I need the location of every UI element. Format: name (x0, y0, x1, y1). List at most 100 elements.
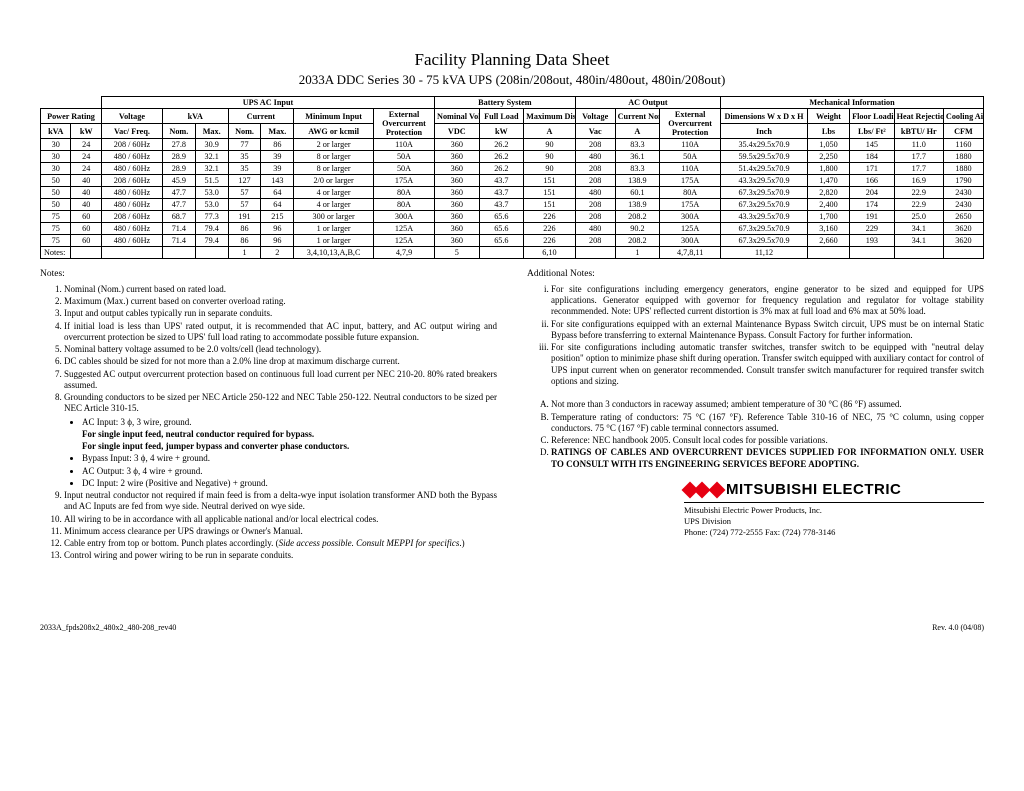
brand-block: MITSUBISHI ELECTRIC Mitsubishi Electric … (684, 481, 984, 538)
table-cell: 1,050 (807, 139, 849, 151)
notes-ref-row: Notes:123,4,10,13,A,B,C4,7,956,1014,7,8,… (41, 247, 984, 259)
table-cell: 32.1 (195, 151, 228, 163)
note-item: For site configurations including emerge… (551, 284, 984, 318)
footer-left: 2033A_fpds208x2_480x2_480-208_rev40 (40, 623, 176, 632)
table-cell: 90 (524, 163, 576, 175)
note-item: For site configurations including automa… (551, 342, 984, 387)
table-cell: 39 (261, 151, 294, 163)
col-header: Power Rating (41, 109, 102, 124)
col-header: Maximum Discharge (524, 109, 576, 124)
table-cell: 5 (435, 247, 480, 259)
table-cell: 77 (228, 139, 261, 151)
table-cell: 50A (373, 151, 434, 163)
col-header: Max. (261, 124, 294, 139)
note-item: Suggested AC output overcurrent protecti… (64, 369, 497, 392)
table-cell: 32.1 (195, 163, 228, 175)
table-cell: 1,470 (807, 175, 849, 187)
table-cell: 43.7 (479, 199, 524, 211)
table-cell: 300A (660, 211, 721, 223)
col-header: Cooling Air (943, 109, 983, 124)
col-header: Minimum Input (294, 109, 374, 124)
sub-bullet: Bypass Input: 3 ϕ, 4 wire + ground. (82, 453, 497, 464)
brand-info: Mitsubishi Electric Power Products, Inc.… (684, 505, 984, 538)
table-cell: 30 (41, 163, 71, 175)
table-cell: Notes: (41, 247, 71, 259)
table-cell: 36.1 (615, 151, 660, 163)
table-cell: 64 (261, 199, 294, 211)
note-item: Input and output cables typically run in… (64, 308, 497, 319)
notes-right-column: Additional Notes: For site configuration… (527, 269, 984, 563)
table-cell: 68.7 (162, 211, 195, 223)
table-cell: 50 (41, 175, 71, 187)
col-header: Inch (721, 124, 808, 139)
table-cell: 64 (261, 187, 294, 199)
table-cell: 360 (435, 211, 480, 223)
table-cell: 171 (850, 163, 895, 175)
col-header: Current Nominal (615, 109, 660, 124)
col-header: ExternalOvercurrentProtection (660, 109, 721, 139)
table-cell: 75 (41, 235, 71, 247)
group-header: UPS AC Input (101, 97, 434, 109)
table-cell: 226 (524, 235, 576, 247)
col-header: Vac/ Freq. (101, 124, 162, 139)
table-cell: 2,820 (807, 187, 849, 199)
table-cell: 166 (850, 175, 895, 187)
table-cell: 360 (435, 199, 480, 211)
sub-bullet: AC Input: 3 ϕ, 3 wire, ground. (82, 417, 497, 428)
table-cell: 90 (524, 139, 576, 151)
table-cell: 47.7 (162, 187, 195, 199)
group-header: AC Output (575, 97, 720, 109)
table-cell: 151 (524, 175, 576, 187)
table-cell: 226 (524, 223, 576, 235)
col-header: Current (228, 109, 294, 124)
note-item: Input neutral conductor not required if … (64, 490, 497, 513)
col-header: kW (479, 124, 524, 139)
table-cell: 208 (575, 199, 615, 211)
table-cell: 125A (373, 235, 434, 247)
table-cell: 1 (228, 247, 261, 259)
note-item: Not more than 3 conductors in raceway as… (551, 399, 984, 410)
table-cell: 40 (71, 187, 101, 199)
table-cell: 1880 (943, 163, 983, 175)
table-cell: 11.0 (894, 139, 943, 151)
table-cell: 193 (850, 235, 895, 247)
note-item: For site configurations equipped with an… (551, 319, 984, 342)
table-cell: 4 or larger (294, 199, 374, 211)
table-cell: 51.4x29.5x70.9 (721, 163, 808, 175)
col-header: Heat Rejection (894, 109, 943, 124)
sub-bullet: AC Output: 3 ϕ, 4 wire + ground. (82, 466, 497, 477)
table-cell (101, 247, 162, 259)
table-cell: 2/0 or larger (294, 175, 374, 187)
table-row: 3024480 / 60Hz28.932.135398 or larger50A… (41, 151, 984, 163)
note-item: All wiring to be in accordance with all … (64, 514, 497, 525)
table-row: 5040480 / 60Hz47.753.057644 or larger80A… (41, 199, 984, 211)
footer: 2033A_fpds208x2_480x2_480-208_rev40 Rev.… (40, 623, 984, 632)
table-cell (575, 247, 615, 259)
sub-bullet: For single input feed, jumper bypass and… (82, 441, 497, 452)
table-cell: 67.3x29.5x70.9 (721, 199, 808, 211)
table-cell: 480 (575, 151, 615, 163)
page-title: Facility Planning Data Sheet (40, 50, 984, 70)
table-cell: 90.2 (615, 223, 660, 235)
table-cell: 43.7 (479, 175, 524, 187)
col-header: Lbs (807, 124, 849, 139)
table-cell: 11,12 (721, 247, 808, 259)
table-cell: 2 or larger (294, 139, 374, 151)
table-cell: 208 / 60Hz (101, 139, 162, 151)
table-row: 7560208 / 60Hz68.777.3191215300 or large… (41, 211, 984, 223)
table-cell: 360 (435, 223, 480, 235)
footer-right: Rev. 4.0 (04/08) (932, 623, 984, 632)
notes-roman-list: For site configurations including emerge… (527, 284, 984, 387)
col-header-row-1: Power Rating Voltage kVA Current Minimum… (41, 109, 984, 124)
table-cell: 86 (261, 139, 294, 151)
table-cell: 28.9 (162, 163, 195, 175)
col-header: kBTU/ Hr (894, 124, 943, 139)
table-cell: 480 / 60Hz (101, 223, 162, 235)
table-cell: 360 (435, 187, 480, 199)
table-cell: 208 (575, 175, 615, 187)
note-item-bold: RATINGS OF CABLES AND OVERCURRENT DEVICE… (551, 447, 984, 470)
table-cell: 191 (228, 211, 261, 223)
table-cell: 79.4 (195, 235, 228, 247)
note-item: Control wiring and power wiring to be ru… (64, 550, 497, 561)
table-cell: 22.9 (894, 187, 943, 199)
